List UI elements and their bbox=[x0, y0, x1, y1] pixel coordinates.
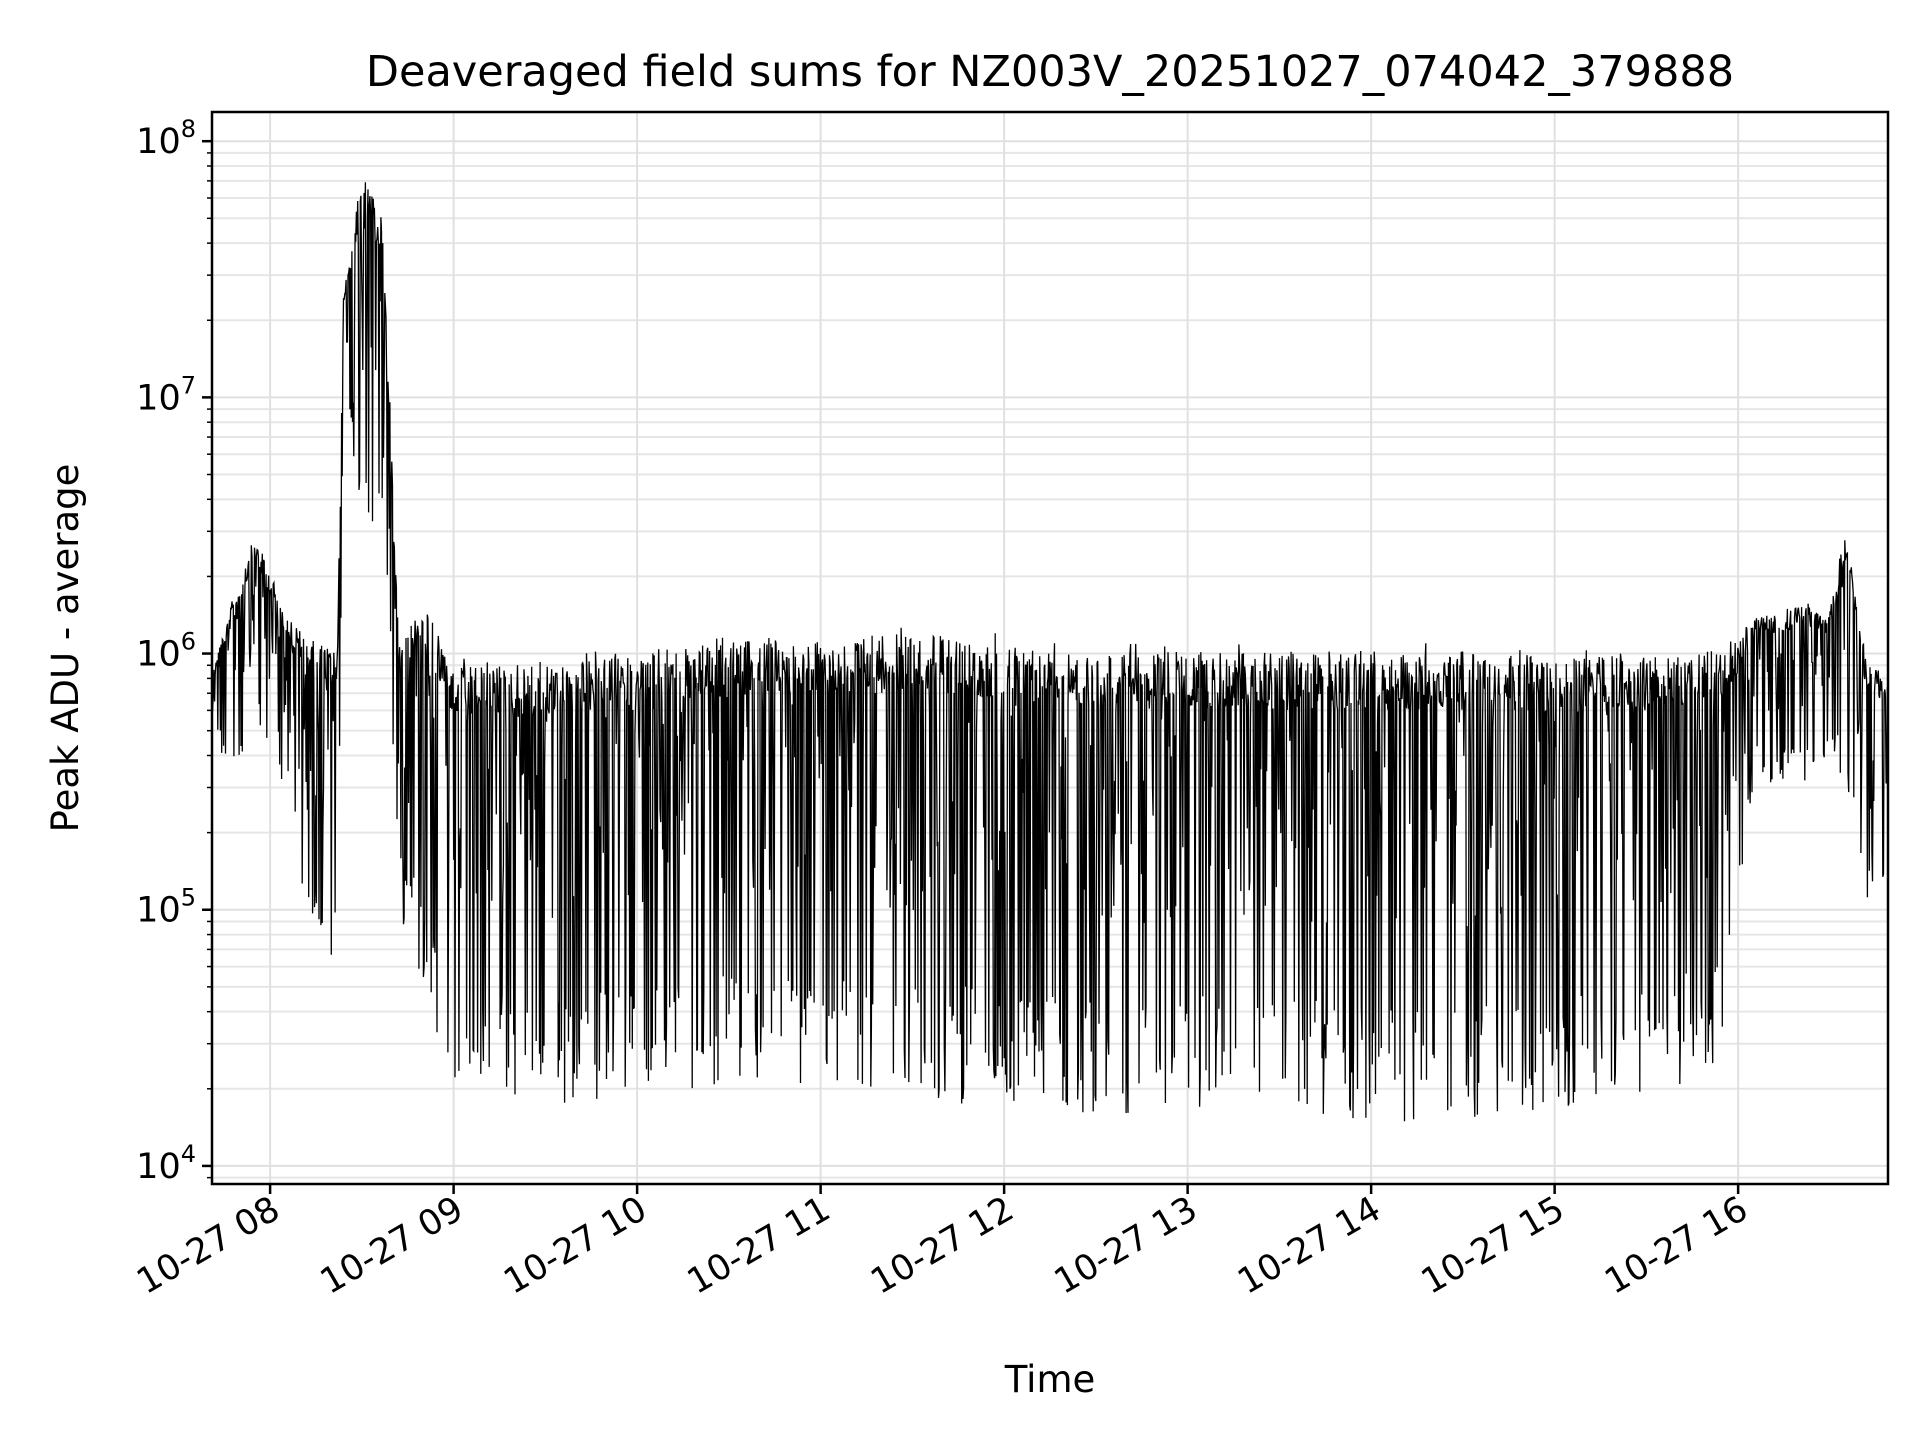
y-tick-label: 108 bbox=[136, 115, 196, 162]
y-tick-label: 105 bbox=[136, 884, 196, 931]
y-tick-label: 104 bbox=[136, 1140, 196, 1187]
y-axis-ticks: 104 105 106 107 108 bbox=[136, 115, 212, 1187]
x-axis-label: Time bbox=[1004, 1358, 1096, 1401]
y-tick-label: 106 bbox=[136, 628, 196, 675]
y-tick-label: 107 bbox=[136, 371, 196, 418]
series-layer bbox=[211, 182, 1889, 1122]
y-axis-label: Peak ADU - average bbox=[44, 464, 87, 833]
series-line bbox=[211, 182, 1889, 1122]
chart-title: Deaveraged field sums for NZ003V_2025102… bbox=[366, 47, 1734, 97]
plot-frame bbox=[210, 110, 1890, 1186]
